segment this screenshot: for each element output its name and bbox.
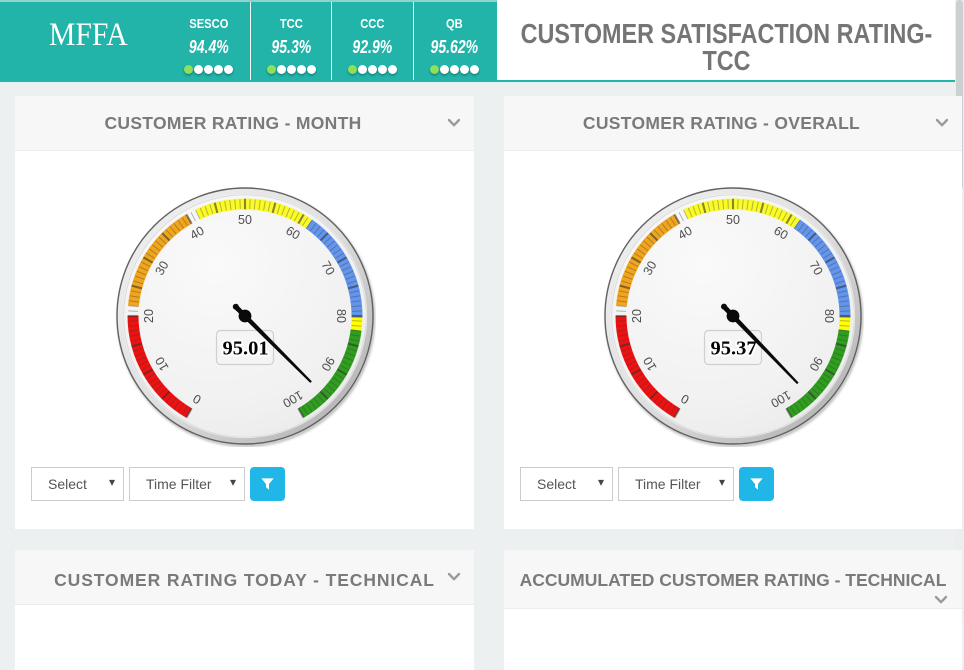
svg-text:95.01: 95.01 <box>222 337 268 359</box>
svg-text:20: 20 <box>142 309 156 323</box>
svg-text:80: 80 <box>822 309 836 323</box>
svg-text:95.37: 95.37 <box>710 337 756 359</box>
svg-text:50: 50 <box>238 213 252 227</box>
svg-text:80: 80 <box>333 309 347 323</box>
svg-text:50: 50 <box>726 213 740 227</box>
svg-text:20: 20 <box>630 309 644 323</box>
